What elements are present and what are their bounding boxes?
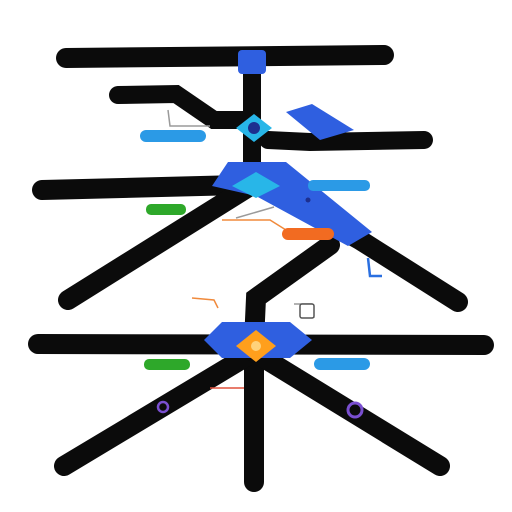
badges bbox=[156, 197, 364, 419]
gray-wire bbox=[167, 109, 210, 127]
green-tag-bottom[interactable] bbox=[144, 359, 190, 370]
junction-nodes bbox=[204, 50, 372, 362]
orange-wire-middle bbox=[222, 219, 287, 231]
purple-ring-icon[interactable] bbox=[346, 401, 364, 419]
square-terminal-icon[interactable] bbox=[299, 303, 315, 319]
orange-tag[interactable] bbox=[282, 228, 334, 240]
tags bbox=[140, 130, 370, 370]
top-junction-node[interactable] bbox=[238, 50, 266, 74]
blue-tag-right[interactable] bbox=[308, 180, 370, 191]
node-dot-icon bbox=[305, 197, 311, 203]
track-lines bbox=[28, 45, 494, 492]
middle-left-diagonal bbox=[58, 175, 262, 310]
middle-rail bbox=[32, 175, 250, 200]
orange-wire-lower bbox=[191, 297, 219, 309]
blue-tag-upper[interactable] bbox=[140, 130, 206, 142]
blue-tag-bottom[interactable] bbox=[314, 358, 370, 370]
hub-node-core bbox=[248, 122, 260, 134]
top-rail bbox=[56, 45, 394, 68]
green-tag-left[interactable] bbox=[146, 204, 186, 215]
second-rail bbox=[109, 84, 257, 129]
purple-ring-small-icon[interactable] bbox=[156, 400, 170, 414]
right-branch-node[interactable] bbox=[286, 104, 354, 140]
gray-wire-middle bbox=[235, 206, 275, 219]
gear-node-icon[interactable] bbox=[232, 172, 280, 198]
blue-hook-wire bbox=[366, 257, 382, 278]
orange-core-center bbox=[251, 341, 261, 351]
right-branch-rail bbox=[259, 131, 433, 152]
